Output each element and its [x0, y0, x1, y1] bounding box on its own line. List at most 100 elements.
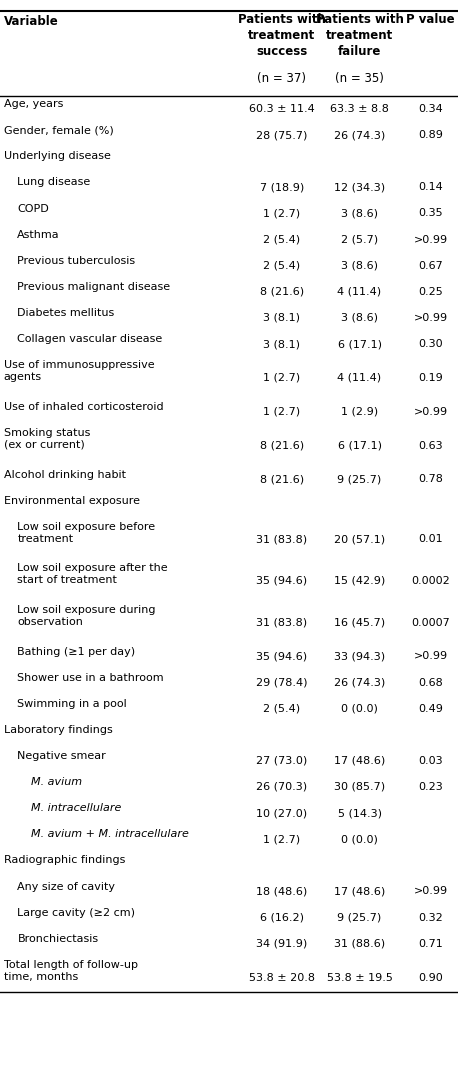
Text: Collagen vascular disease: Collagen vascular disease [17, 334, 163, 344]
Text: 0.71: 0.71 [418, 939, 443, 949]
Text: Age, years: Age, years [4, 99, 63, 109]
Text: 31 (83.8): 31 (83.8) [256, 534, 307, 545]
Text: Swimming in a pool: Swimming in a pool [17, 698, 127, 709]
Text: 9 (25.7): 9 (25.7) [338, 474, 382, 484]
Text: 34 (91.9): 34 (91.9) [256, 939, 307, 949]
Text: Alcohol drinking habit: Alcohol drinking habit [4, 469, 125, 480]
Text: >0.99: >0.99 [414, 235, 447, 244]
Text: 10 (27.0): 10 (27.0) [256, 808, 307, 818]
Text: 20 (57.1): 20 (57.1) [334, 534, 385, 545]
Text: Patients with
treatment
success: Patients with treatment success [238, 13, 326, 58]
Text: 0 (0.0): 0 (0.0) [341, 835, 378, 844]
Text: 3 (8.1): 3 (8.1) [263, 339, 300, 349]
Text: (n = 35): (n = 35) [335, 72, 384, 85]
Text: 60.3 ± 11.4: 60.3 ± 11.4 [249, 104, 315, 114]
Text: 0.01: 0.01 [418, 534, 443, 545]
Text: Patients with
treatment
failure: Patients with treatment failure [316, 13, 403, 58]
Text: 0.67: 0.67 [418, 261, 443, 271]
Text: Use of inhaled corticosteroid: Use of inhaled corticosteroid [4, 402, 164, 411]
Text: 0.49: 0.49 [418, 704, 443, 713]
Text: Radiographic findings: Radiographic findings [4, 855, 125, 866]
Text: 27 (73.0): 27 (73.0) [256, 756, 307, 765]
Text: Bathing (≥1 per day): Bathing (≥1 per day) [17, 646, 136, 657]
Text: 33 (94.3): 33 (94.3) [334, 651, 385, 661]
Text: 2 (5.4): 2 (5.4) [263, 261, 300, 271]
Text: 0.32: 0.32 [418, 912, 443, 922]
Text: >0.99: >0.99 [414, 887, 447, 897]
Text: Negative smear: Negative smear [17, 750, 106, 761]
Text: 0.03: 0.03 [418, 756, 443, 765]
Text: 0 (0.0): 0 (0.0) [341, 704, 378, 713]
Text: 3 (8.1): 3 (8.1) [263, 313, 300, 323]
Text: 35 (94.6): 35 (94.6) [256, 651, 307, 661]
Text: 26 (74.3): 26 (74.3) [334, 130, 385, 140]
Text: 0.30: 0.30 [418, 339, 443, 349]
Text: M. avium: M. avium [31, 777, 82, 787]
Text: Environmental exposure: Environmental exposure [4, 496, 140, 505]
Text: 0.23: 0.23 [418, 782, 443, 792]
Text: >0.99: >0.99 [414, 313, 447, 323]
Text: 28 (75.7): 28 (75.7) [256, 130, 307, 140]
Text: 1 (2.7): 1 (2.7) [263, 209, 300, 219]
Text: 26 (70.3): 26 (70.3) [256, 782, 307, 792]
Text: 53.8 ± 20.8: 53.8 ± 20.8 [249, 972, 315, 983]
Text: 0.35: 0.35 [418, 209, 443, 219]
Text: Asthma: Asthma [17, 229, 60, 240]
Text: Large cavity (≥2 cm): Large cavity (≥2 cm) [17, 907, 136, 918]
Text: 1 (2.9): 1 (2.9) [341, 407, 378, 417]
Text: Any size of cavity: Any size of cavity [17, 882, 115, 891]
Text: 31 (83.8): 31 (83.8) [256, 617, 307, 628]
Text: 63.3 ± 8.8: 63.3 ± 8.8 [330, 104, 389, 114]
Text: Laboratory findings: Laboratory findings [4, 725, 112, 734]
Text: 18 (48.6): 18 (48.6) [256, 887, 307, 897]
Text: 9 (25.7): 9 (25.7) [338, 912, 382, 922]
Text: 3 (8.6): 3 (8.6) [341, 313, 378, 323]
Text: 4 (11.4): 4 (11.4) [338, 373, 382, 383]
Text: 0.0002: 0.0002 [411, 576, 450, 586]
Text: 0.14: 0.14 [418, 182, 443, 192]
Text: 0.68: 0.68 [418, 678, 443, 688]
Text: Total length of follow-up
time, months: Total length of follow-up time, months [4, 959, 138, 982]
Text: Previous malignant disease: Previous malignant disease [17, 281, 170, 292]
Text: 8 (21.6): 8 (21.6) [260, 287, 304, 296]
Text: 16 (45.7): 16 (45.7) [334, 617, 385, 628]
Text: 26 (74.3): 26 (74.3) [334, 678, 385, 688]
Text: 0.89: 0.89 [418, 130, 443, 140]
Text: 7 (18.9): 7 (18.9) [260, 182, 304, 192]
Text: 5 (14.3): 5 (14.3) [338, 808, 382, 818]
Text: 53.8 ± 19.5: 53.8 ± 19.5 [327, 972, 393, 983]
Text: 8 (21.6): 8 (21.6) [260, 440, 304, 451]
Text: 0.90: 0.90 [418, 972, 443, 983]
Text: Gender, female (%): Gender, female (%) [4, 125, 114, 135]
Text: >0.99: >0.99 [414, 651, 447, 661]
Text: Lung disease: Lung disease [17, 177, 91, 188]
Text: 17 (48.6): 17 (48.6) [334, 756, 385, 765]
Text: (n = 37): (n = 37) [257, 72, 306, 85]
Text: Variable: Variable [4, 15, 59, 28]
Text: 4 (11.4): 4 (11.4) [338, 287, 382, 296]
Text: 29 (78.4): 29 (78.4) [256, 678, 307, 688]
Text: Smoking status
(ex or current): Smoking status (ex or current) [4, 427, 90, 450]
Text: 30 (85.7): 30 (85.7) [334, 782, 385, 792]
Text: 0.63: 0.63 [418, 440, 443, 451]
Text: 0.0007: 0.0007 [411, 617, 450, 628]
Text: 1 (2.7): 1 (2.7) [263, 835, 300, 844]
Text: 17 (48.6): 17 (48.6) [334, 887, 385, 897]
Text: Previous tuberculosis: Previous tuberculosis [17, 256, 136, 265]
Text: Low soil exposure after the
start of treatment: Low soil exposure after the start of tre… [17, 563, 168, 585]
Text: 0.19: 0.19 [418, 373, 443, 383]
Text: 8 (21.6): 8 (21.6) [260, 474, 304, 484]
Text: M. intracellulare: M. intracellulare [31, 803, 121, 813]
Text: Low soil exposure before
treatment: Low soil exposure before treatment [17, 521, 156, 544]
Text: 31 (88.6): 31 (88.6) [334, 939, 385, 949]
Text: 6 (17.1): 6 (17.1) [338, 440, 382, 451]
Text: 1 (2.7): 1 (2.7) [263, 407, 300, 417]
Text: 2 (5.4): 2 (5.4) [263, 235, 300, 244]
Text: 6 (17.1): 6 (17.1) [338, 339, 382, 349]
Text: Diabetes mellitus: Diabetes mellitus [17, 308, 114, 318]
Text: M. avium + M. intracellulare: M. avium + M. intracellulare [31, 829, 189, 839]
Text: 1 (2.7): 1 (2.7) [263, 373, 300, 383]
Text: Low soil exposure during
observation: Low soil exposure during observation [17, 604, 156, 627]
Text: 3 (8.6): 3 (8.6) [341, 209, 378, 219]
Text: 2 (5.7): 2 (5.7) [341, 235, 378, 244]
